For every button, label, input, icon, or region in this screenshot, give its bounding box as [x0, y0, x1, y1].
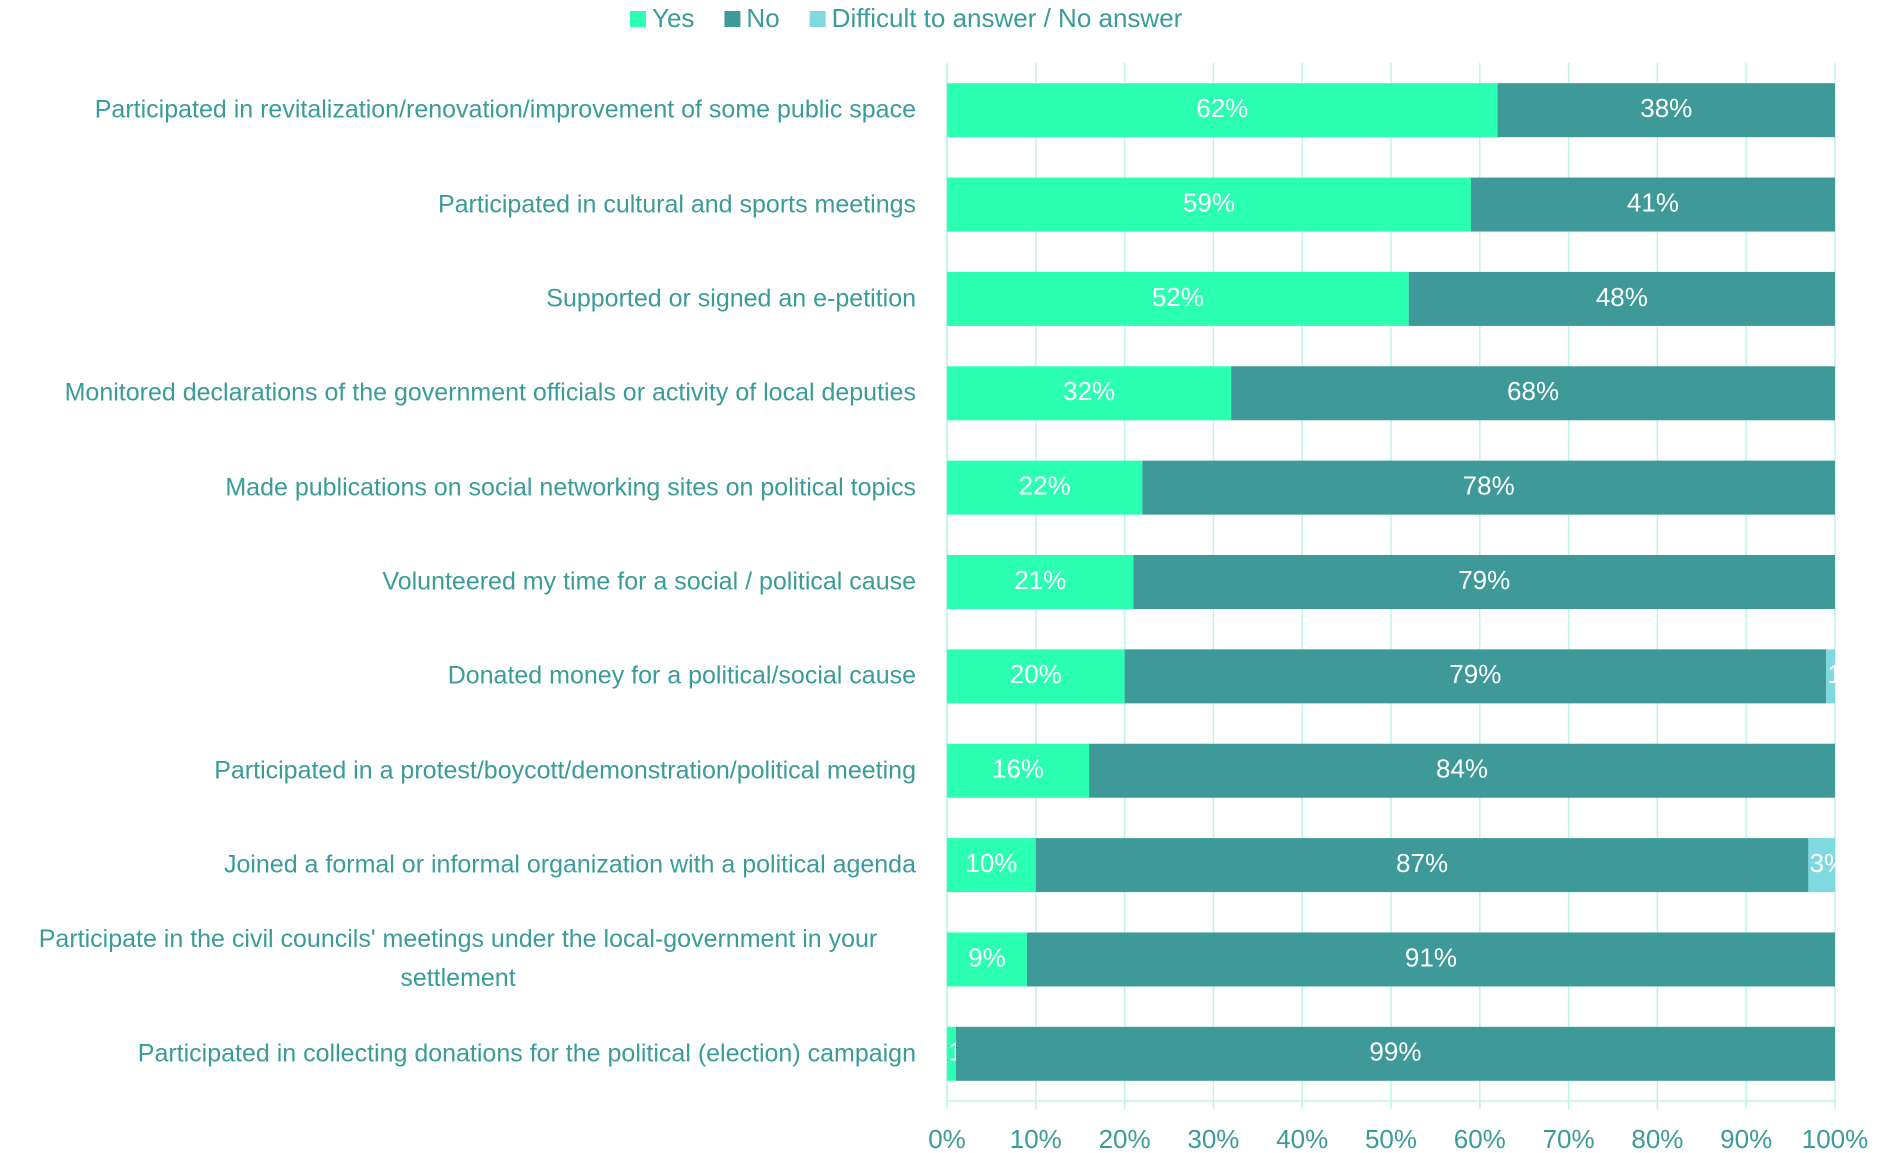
bar-segment	[1035, 838, 1809, 893]
bar-segment	[947, 366, 1232, 421]
category-label: Made publications on social networking s…	[0, 468, 916, 507]
bar-segment	[947, 460, 1143, 515]
category-text: Participate in the civil councils' meeti…	[38, 925, 878, 993]
data-label: 79%	[1458, 565, 1510, 595]
data-label: 21%	[1014, 565, 1066, 595]
data-label: 68%	[1507, 376, 1559, 406]
data-label: 99%	[1369, 1037, 1421, 1067]
data-label: 3%	[1810, 848, 1848, 878]
bar-segment	[947, 838, 1036, 893]
data-label: 9%	[968, 942, 1006, 972]
data-label: 52%	[1152, 282, 1204, 312]
bar-segment	[1089, 743, 1835, 798]
bar-segment	[947, 932, 1027, 987]
data-label: 22%	[1019, 471, 1071, 501]
data-label: 48%	[1596, 282, 1648, 312]
legend-label: Difficult to answer / No answer	[832, 3, 1183, 33]
data-label: 38%	[1640, 93, 1692, 123]
category-text: Participated in a protest/boycott/demons…	[214, 756, 916, 785]
bar-segment	[1026, 932, 1835, 987]
legend-label: No	[746, 3, 779, 33]
data-label: 59%	[1183, 187, 1235, 217]
category-text: Made publications on social networking s…	[225, 473, 916, 502]
category-text: Supported or signed an e-petition	[546, 284, 916, 313]
category-text: Participated in cultural and sports meet…	[437, 190, 916, 219]
data-label: 10%	[965, 848, 1017, 878]
x-tick-label: 10%	[1010, 1124, 1062, 1153]
data-label: 91%	[1405, 942, 1457, 972]
bar-segment	[1124, 649, 1827, 704]
bar-segment	[1808, 838, 1835, 893]
bar-segment	[1142, 460, 1835, 515]
data-label: 79%	[1449, 659, 1501, 689]
category-text: Participated in revitalization/renovatio…	[94, 95, 916, 124]
bar-segment	[947, 271, 1409, 326]
category-text: Monitored declarations of the government…	[64, 378, 916, 407]
bar-segment	[1826, 649, 1835, 704]
x-tick-label: 100%	[1802, 1124, 1869, 1153]
bar-segment	[955, 1026, 1835, 1081]
x-tick-label: 90%	[1720, 1124, 1772, 1153]
legend-label: Yes	[652, 3, 694, 33]
bar-segment	[1231, 366, 1835, 421]
category-text: Volunteered my time for a social / polit…	[382, 567, 916, 596]
category-text: Participated in collecting donations for…	[137, 1039, 916, 1068]
data-label: 32%	[1063, 376, 1115, 406]
category-label: Participate in the civil councils' meeti…	[0, 920, 916, 998]
x-tick-label: 30%	[1187, 1124, 1239, 1153]
data-label: 78%	[1463, 471, 1515, 501]
category-label: Participated in revitalization/renovatio…	[0, 91, 916, 130]
legend-swatch	[630, 11, 646, 27]
bar-segment	[1408, 271, 1835, 326]
bar-segment	[1497, 83, 1835, 138]
bar-segment	[1133, 555, 1835, 609]
category-label: Donated money for a political/social cau…	[0, 657, 916, 696]
category-text: Donated money for a political/social cau…	[447, 661, 916, 690]
category-label: Volunteered my time for a social / polit…	[0, 563, 916, 602]
bar-segment	[947, 649, 1125, 704]
data-label: 87%	[1396, 848, 1448, 878]
x-tick-label: 60%	[1454, 1124, 1506, 1153]
category-label: Supported or signed an e-petition	[0, 279, 916, 318]
data-label: 62%	[1196, 93, 1248, 123]
category-label: Monitored declarations of the government…	[0, 374, 916, 413]
data-label: 41%	[1627, 187, 1679, 217]
x-tick-label: 70%	[1543, 1124, 1595, 1153]
bar-segment	[947, 555, 1134, 609]
x-tick-label: 20%	[1099, 1124, 1151, 1153]
legend-swatch	[724, 11, 741, 27]
bar-segment	[1470, 177, 1835, 232]
data-label: 16%	[992, 754, 1044, 784]
bar-segment	[947, 743, 1090, 798]
x-tick-label: 50%	[1365, 1124, 1417, 1153]
data-label: 20%	[1010, 659, 1062, 689]
x-tick-label: 0%	[928, 1124, 966, 1153]
data-label: 84%	[1436, 754, 1488, 784]
data-label: 1%	[1827, 659, 1865, 689]
category-text: Joined a formal or informal organization…	[223, 850, 916, 879]
bar-segment	[947, 1026, 956, 1081]
x-tick-label: 40%	[1276, 1124, 1328, 1153]
category-label: Participated in collecting donations for…	[0, 1034, 916, 1073]
category-label: Joined a formal or informal organization…	[0, 846, 916, 885]
x-tick-label: 80%	[1631, 1124, 1683, 1153]
bar-segment	[947, 83, 1498, 138]
category-label: Participated in cultural and sports meet…	[0, 185, 916, 224]
bar-segment	[947, 177, 1471, 232]
category-label: Participated in a protest/boycott/demons…	[0, 751, 916, 790]
legend-swatch	[809, 11, 826, 27]
